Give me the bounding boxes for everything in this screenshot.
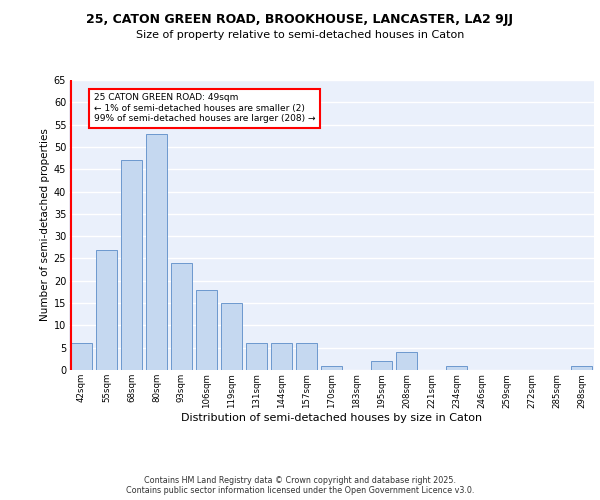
Bar bbox=[296, 343, 317, 370]
Bar bbox=[96, 250, 117, 370]
Text: Contains HM Land Registry data © Crown copyright and database right 2025.
Contai: Contains HM Land Registry data © Crown c… bbox=[126, 476, 474, 495]
Text: 25 CATON GREEN ROAD: 49sqm
← 1% of semi-detached houses are smaller (2)
99% of s: 25 CATON GREEN ROAD: 49sqm ← 1% of semi-… bbox=[94, 94, 316, 123]
Bar bbox=[321, 366, 342, 370]
Bar bbox=[171, 263, 192, 370]
Bar bbox=[371, 361, 392, 370]
X-axis label: Distribution of semi-detached houses by size in Caton: Distribution of semi-detached houses by … bbox=[181, 413, 482, 423]
Bar bbox=[121, 160, 142, 370]
Text: Size of property relative to semi-detached houses in Caton: Size of property relative to semi-detach… bbox=[136, 30, 464, 40]
Text: 25, CATON GREEN ROAD, BROOKHOUSE, LANCASTER, LA2 9JJ: 25, CATON GREEN ROAD, BROOKHOUSE, LANCAS… bbox=[86, 12, 514, 26]
Bar bbox=[71, 343, 92, 370]
Bar bbox=[271, 343, 292, 370]
Bar bbox=[571, 366, 592, 370]
Bar bbox=[246, 343, 267, 370]
Bar bbox=[221, 303, 242, 370]
Bar bbox=[446, 366, 467, 370]
Y-axis label: Number of semi-detached properties: Number of semi-detached properties bbox=[40, 128, 50, 322]
Bar bbox=[196, 290, 217, 370]
Bar bbox=[396, 352, 417, 370]
Bar bbox=[146, 134, 167, 370]
